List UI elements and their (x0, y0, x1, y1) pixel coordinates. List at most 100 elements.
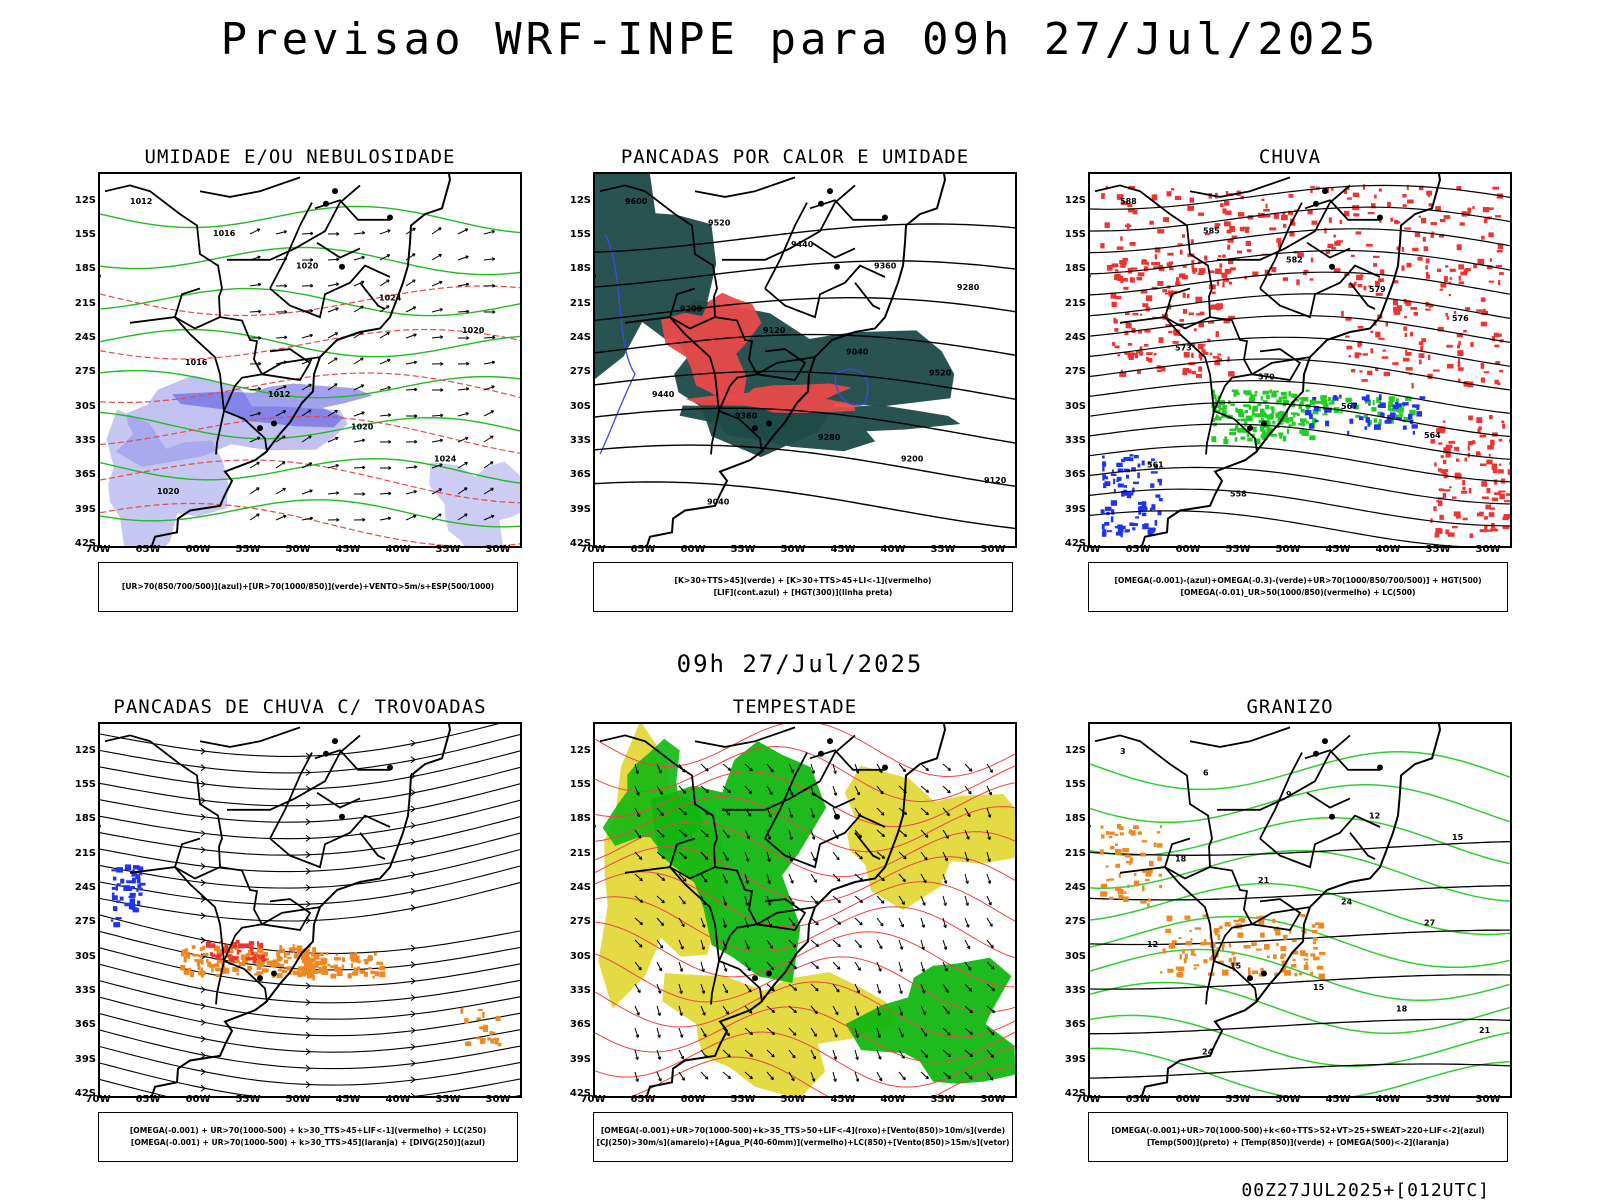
legend-box: [OMEGA(-0.001)+UR>70(1000-500)+k>35_TTS>… (593, 1112, 1013, 1162)
forecast-map (100, 724, 520, 1096)
latitude-tick-label: 12S (570, 195, 591, 206)
contour-label: 15 (1313, 983, 1325, 992)
panel-title: UMIDADE E/OU NEBULOSIDADE (80, 146, 520, 168)
contour-label: 27 (1424, 919, 1435, 928)
latitude-tick-label: 21S (570, 848, 591, 859)
contour-label: 9360 (874, 261, 897, 270)
latitude-tick-label: 27S (570, 916, 591, 927)
contour-label: 18 (1396, 1005, 1408, 1014)
latitude-tick-label: 24S (75, 882, 96, 893)
latitude-tick-label: 30S (570, 951, 591, 962)
contour-label: 9520 (708, 219, 731, 228)
map-frame (593, 722, 1017, 1098)
longitude-tick-label: 45W (336, 544, 361, 555)
longitude-tick-label: 70W (581, 544, 606, 555)
longitude-tick-label: 70W (1076, 544, 1101, 555)
latitude-tick-label: 36S (570, 1019, 591, 1030)
panel-title: CHUVA (1070, 146, 1510, 168)
main-title: Previsao WRF-INPE para 09h 27/Jul/2025 (0, 14, 1600, 65)
longitude-tick-label: 45W (1326, 544, 1351, 555)
latitude-tick-label: 24S (1065, 882, 1086, 893)
latitude-tick-label: 21S (1065, 298, 1086, 309)
contour-label: 564 (1424, 431, 1441, 440)
latitude-tick-label: 30S (75, 951, 96, 962)
legend-line: [Temp(500)](preto) + [Temp(850)](verde) … (1147, 1137, 1449, 1149)
contour-label: 15 (1452, 833, 1464, 842)
contour-label: 9280 (957, 283, 980, 292)
forecast-map (595, 724, 1015, 1096)
longitude-tick-label: 55W (236, 1094, 261, 1105)
contour-label: 1012 (268, 390, 290, 399)
contour-label: 561 (1147, 461, 1164, 470)
contour-label: 21 (1479, 1026, 1491, 1035)
longitude-tick-label: 35W (436, 1094, 461, 1105)
longitude-tick-label: 40W (1376, 544, 1401, 555)
longitude-tick-label: 30W (486, 544, 511, 555)
legend-line: [OMEGA(-0.001) + UR>70(1000-500) + k>30_… (130, 1125, 486, 1137)
longitude-tick-label: 35W (931, 544, 956, 555)
contour-label: 588 (1120, 197, 1137, 206)
contour-label: 582 (1286, 256, 1303, 265)
latitude-tick-label: 18S (570, 813, 591, 824)
legend-box: [K>30+TTS>45](verde) + [K>30+TTS>45+LI<-… (593, 562, 1013, 612)
latitude-tick-label: 39S (75, 1054, 96, 1065)
longitude-tick-label: 60W (681, 544, 706, 555)
contour-label: 24 (1341, 897, 1353, 906)
longitude-tick-label: 40W (386, 544, 411, 555)
longitude-tick-label: 60W (1176, 1094, 1201, 1105)
latitude-tick-label: 18S (75, 263, 96, 274)
latitude-tick-label: 12S (75, 195, 96, 206)
legend-line: [OMEGA(-0.001)+UR>70(1000-500)+k>35_TTS>… (601, 1125, 1005, 1137)
longitude-tick-label: 45W (336, 1094, 361, 1105)
latitude-tick-label: 39S (1065, 504, 1086, 515)
contour-label: 6 (1203, 769, 1209, 778)
latitude-tick-label: 24S (75, 332, 96, 343)
legend-line: [UR>70(850/700/500)](azul)+[UR>70(1000/8… (122, 581, 494, 593)
contour-label: 567 (1341, 402, 1358, 411)
longitude-tick-label: 65W (631, 544, 656, 555)
latitude-tick-label: 15S (75, 229, 96, 240)
longitude-tick-label: 70W (1076, 1094, 1101, 1105)
contour-label: 1016 (185, 358, 208, 367)
forecast-time-subtitle: 09h 27/Jul/2025 (0, 650, 1600, 678)
latitude-tick-label: 33S (570, 435, 591, 446)
latitude-tick-label: 36S (1065, 1019, 1086, 1030)
longitude-tick-label: 55W (236, 544, 261, 555)
longitude-tick-label: 70W (581, 1094, 606, 1105)
contour-label: 9040 (846, 347, 869, 356)
latitude-tick-label: 33S (1065, 435, 1086, 446)
latitude-tick-label: 24S (1065, 332, 1086, 343)
latitude-tick-label: 39S (75, 504, 96, 515)
latitude-tick-label: 15S (75, 779, 96, 790)
forecast-map: 9600952094409360928092009120904095209440… (595, 174, 1015, 546)
latitude-tick-label: 30S (1065, 401, 1086, 412)
longitude-tick-label: 55W (731, 544, 756, 555)
latitude-tick-label: 36S (570, 469, 591, 480)
legend-line: [K>30+TTS>45](verde) + [K>30+TTS>45+LI<-… (674, 575, 931, 587)
contour-label: 558 (1230, 490, 1247, 499)
contour-label: 1016 (213, 229, 236, 238)
latitude-tick-label: 39S (570, 504, 591, 515)
latitude-tick-label: 21S (1065, 848, 1086, 859)
longitude-tick-label: 50W (286, 1094, 311, 1105)
contour-label: 9120 (984, 476, 1007, 485)
longitude-tick-label: 30W (981, 544, 1006, 555)
latitude-tick-label: 21S (75, 298, 96, 309)
contour-label: 9520 (929, 369, 952, 378)
contour-label: 576 (1452, 314, 1469, 323)
longitude-tick-label: 35W (1426, 544, 1451, 555)
